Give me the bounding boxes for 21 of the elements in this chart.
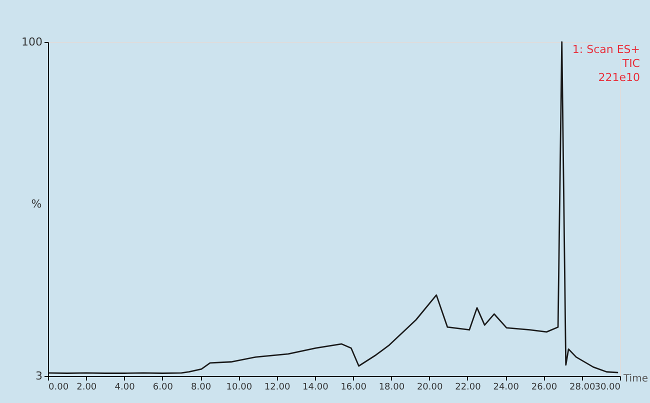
x-tick-label: 18.00: [378, 382, 405, 392]
x-tick-label: 6.00: [152, 382, 174, 392]
x-tick-label: 0.00: [48, 382, 69, 392]
y-tick-label: 3: [36, 370, 42, 382]
x-tick-label: 8.00: [191, 382, 212, 392]
x-tick-label: 24.00: [493, 382, 520, 392]
y-axis-title: %: [31, 198, 42, 210]
x-tick-label: 14.00: [302, 382, 329, 392]
x-tick-label: 30.00: [594, 382, 621, 392]
x-tick-label: 26.00: [531, 382, 558, 392]
annotation: 1: Scan ES+ TIC 221e10: [572, 43, 640, 84]
y-tick-label: 100: [22, 36, 42, 48]
x-tick-label: 20.00: [416, 382, 443, 392]
x-tick-label: 16.00: [340, 382, 367, 392]
x-tick-label: 22.00: [455, 382, 482, 392]
x-tick-label: 12.00: [264, 382, 290, 392]
x-tick-label: 10.00: [226, 382, 252, 392]
x-tick-label: 4.00: [114, 382, 136, 392]
x-tick-label: 2.00: [76, 382, 97, 392]
x-axis-title: Time: [622, 374, 648, 384]
x-tick-label: 28.00: [569, 382, 596, 392]
